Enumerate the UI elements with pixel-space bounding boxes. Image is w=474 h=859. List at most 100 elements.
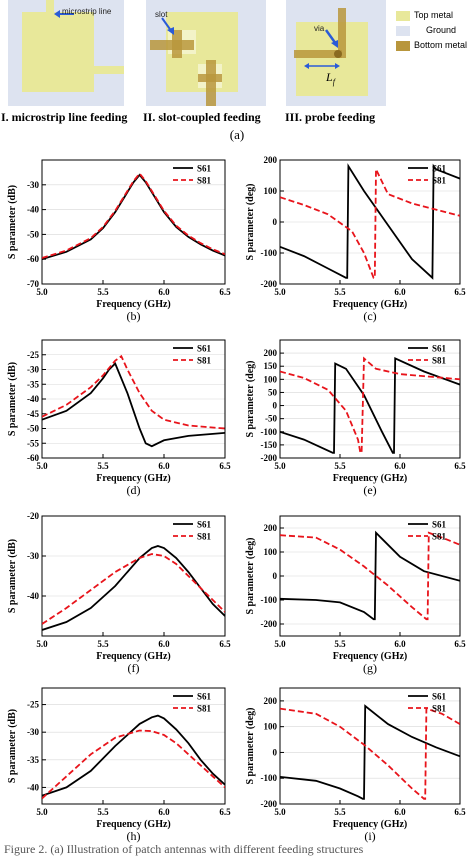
x-tick-label: 5.0 bbox=[274, 461, 286, 471]
series-line-s81 bbox=[280, 707, 460, 800]
y-tick-label: -35 bbox=[27, 379, 39, 389]
legend-label-s81: S81 bbox=[197, 176, 212, 186]
x-tick-label: 5.0 bbox=[36, 461, 48, 471]
x-tick-label: 6.5 bbox=[454, 639, 466, 649]
y-tick-label: 100 bbox=[264, 722, 278, 732]
x-tick-label: 5.5 bbox=[97, 639, 109, 649]
chart-e: 5.0 5.5 6.0 6.5 200 150 100 50 0 -50 -100 -150 -200 F… bbox=[245, 339, 466, 497]
x-tick-label: 6.0 bbox=[394, 287, 406, 297]
legend-label-s61: S61 bbox=[432, 344, 447, 354]
series-line-s81 bbox=[42, 553, 225, 625]
chart-caption-c: (c) bbox=[363, 309, 376, 323]
y-axis-label: S parameter (dB) bbox=[7, 362, 18, 436]
x-tick-label: 6.5 bbox=[454, 807, 466, 817]
series-line-s81 bbox=[42, 172, 225, 259]
x-tick-label: 6.0 bbox=[394, 639, 406, 649]
ground-swatch bbox=[396, 26, 410, 36]
x-tick-label: 6.0 bbox=[158, 461, 170, 471]
figure-caption-footer: Figure 2. (a) Illustration of patch ante… bbox=[4, 842, 364, 856]
bottom-feed-vertical bbox=[172, 30, 182, 58]
y-tick-label: -100 bbox=[261, 773, 278, 783]
y-tick-label: -25 bbox=[27, 700, 39, 710]
chart-b: 5.0 5.5 6.0 6.5 -30 -40 -50 -60 -70 Frequency (GH… bbox=[7, 159, 231, 323]
arrow-head bbox=[167, 27, 174, 35]
y-axis-label: S parameter (dB) bbox=[7, 709, 18, 783]
legend-label-s81: S81 bbox=[197, 704, 212, 714]
plot-frame bbox=[279, 687, 461, 805]
series-line-s81 bbox=[280, 356, 460, 454]
y-tick-label: -60 bbox=[27, 254, 39, 264]
y-tick-label: -60 bbox=[27, 453, 39, 463]
x-axis-label: Frequency (GHz) bbox=[96, 819, 171, 830]
patch bbox=[296, 22, 368, 96]
x-tick-label: 6.5 bbox=[454, 287, 466, 297]
x-tick-label: 5.5 bbox=[334, 807, 346, 817]
legend-label-s61: S61 bbox=[432, 164, 447, 174]
chart-caption-g: (g) bbox=[363, 661, 377, 675]
x-tick-label: 6.5 bbox=[219, 639, 231, 649]
x-tick-label: 6.0 bbox=[158, 807, 170, 817]
y-tick-label: 200 bbox=[264, 155, 278, 165]
x-axis-label: Frequency (GHz) bbox=[96, 299, 171, 310]
x-tick-label: 6.0 bbox=[394, 807, 406, 817]
y-tick-label: 100 bbox=[264, 547, 278, 557]
plot-frame bbox=[41, 515, 226, 637]
y-tick-label: -50 bbox=[27, 229, 39, 239]
y-tick-label: -35 bbox=[27, 755, 39, 765]
y-tick-label: 50 bbox=[268, 387, 278, 397]
microstrip-feeding-illustration bbox=[8, 0, 124, 106]
chart-i: 5.0 5.5 6.0 6.5 200 100 0 -100 -200 Frequency (GH… bbox=[245, 687, 466, 843]
y-tick-label: 200 bbox=[264, 523, 278, 533]
y-tick-label: -30 bbox=[27, 551, 39, 561]
lower-feed bbox=[206, 60, 216, 106]
y-tick-label: 200 bbox=[264, 696, 278, 706]
y-tick-label: 0 bbox=[273, 217, 278, 227]
x-tick-label: 5.0 bbox=[274, 639, 286, 649]
y-tick-label: -200 bbox=[261, 279, 278, 289]
top-stub bbox=[338, 8, 346, 58]
x-tick-label: 5.5 bbox=[334, 287, 346, 297]
y-axis-label: S parameter (deg) bbox=[245, 183, 256, 260]
series-line-s61 bbox=[42, 545, 225, 631]
x-tick-label: 5.0 bbox=[36, 807, 48, 817]
legend-label-s81: S81 bbox=[432, 356, 447, 366]
chart-c: 5.0 5.5 6.0 6.5 200 100 0 -100 -200 Frequency (GH… bbox=[245, 155, 466, 323]
y-axis-label: S parameter (deg) bbox=[245, 360, 256, 437]
x-tick-label: 6.5 bbox=[454, 461, 466, 471]
y-axis-label: S parameter (dB) bbox=[7, 539, 18, 613]
legend-bottom-metal: Bottom metal bbox=[414, 40, 468, 50]
legend-label-s61: S61 bbox=[197, 692, 212, 702]
y-tick-label: 0 bbox=[273, 401, 278, 411]
x-tick-label: 6.0 bbox=[158, 287, 170, 297]
series-line-s61 bbox=[42, 714, 225, 797]
y-tick-label: -40 bbox=[27, 591, 39, 601]
series-line-s61 bbox=[280, 357, 460, 454]
x-tick-label: 6.5 bbox=[219, 461, 231, 471]
x-tick-label: 5.0 bbox=[274, 287, 286, 297]
y-tick-label: 150 bbox=[264, 361, 278, 371]
series-line-s61 bbox=[280, 163, 460, 280]
legend-label-s61: S61 bbox=[432, 692, 447, 702]
y-tick-label: -30 bbox=[27, 365, 39, 375]
plot-frame bbox=[41, 159, 226, 285]
y-tick-label: -150 bbox=[261, 440, 278, 450]
x-tick-label: 5.0 bbox=[36, 639, 48, 649]
lf-subscript: f bbox=[332, 77, 335, 87]
legend-label-s81: S81 bbox=[432, 176, 447, 186]
top-metal-swatch bbox=[396, 11, 410, 21]
chart-h: 5.0 5.5 6.0 6.5 -25 -30 -35 -40 Frequency (GHz) S… bbox=[7, 687, 231, 843]
chart-f: 5.0 5.5 6.0 6.5 -20 -30 -40 Frequency (GHz) S pa… bbox=[7, 511, 231, 675]
series-line-s81 bbox=[280, 531, 460, 621]
chart-caption-b: (b) bbox=[127, 309, 141, 323]
y-tick-label: -40 bbox=[27, 205, 39, 215]
legend-label-s81: S81 bbox=[197, 356, 212, 366]
feed-stub bbox=[94, 66, 124, 74]
x-tick-label: 6.0 bbox=[394, 461, 406, 471]
y-tick-label: -200 bbox=[261, 619, 278, 629]
series-line-s61 bbox=[280, 704, 460, 800]
lf-annotation: Lf bbox=[326, 70, 335, 86]
x-tick-label: 5.5 bbox=[334, 461, 346, 471]
y-axis-label: S parameter (deg) bbox=[245, 537, 256, 614]
series-line-s61 bbox=[280, 530, 460, 621]
y-axis-label: S parameter (deg) bbox=[245, 707, 256, 784]
